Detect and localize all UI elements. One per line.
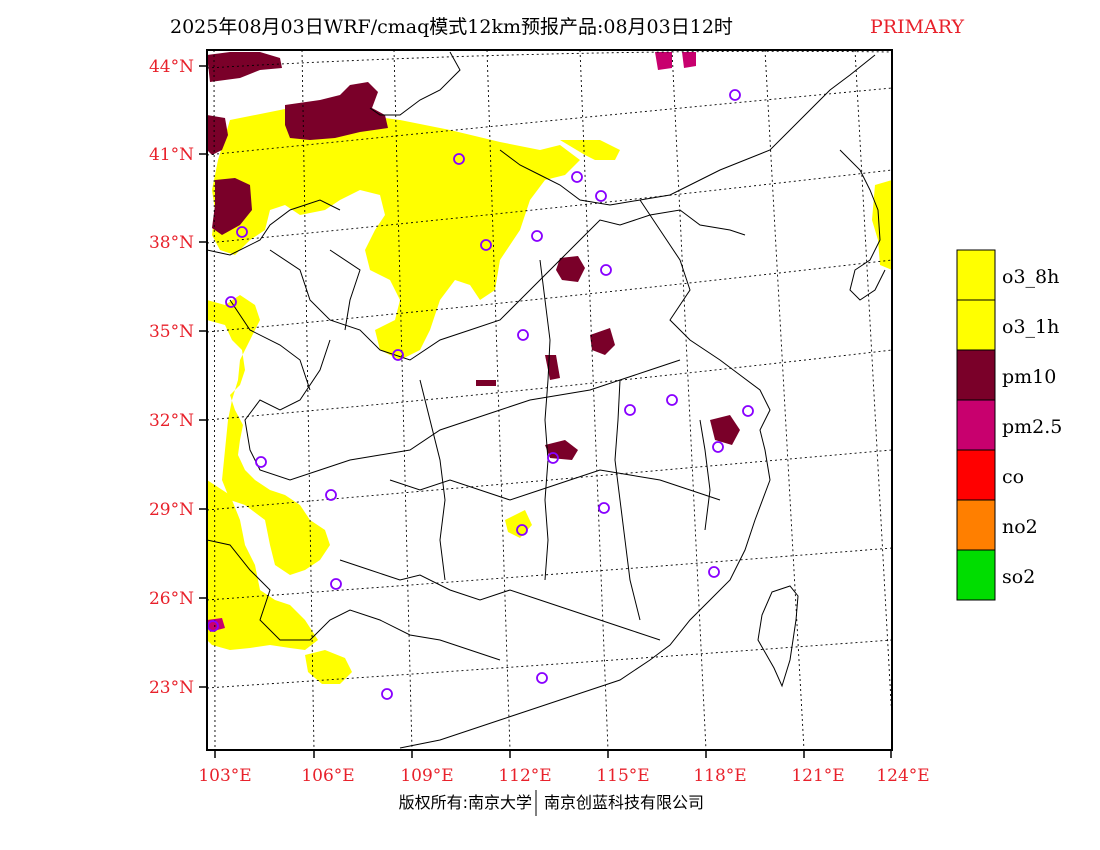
site-marker (453, 153, 465, 165)
legend-swatch-o3-8h (956, 249, 996, 301)
longitude-axis: 103°E 106°E 109°E 112°E 115°E 118°E 121°… (198, 750, 930, 786)
footer-company: 南京创蓝科技有限公司 (544, 793, 704, 812)
legend-swatch-co (956, 449, 996, 501)
pm10-region-central-b (545, 440, 578, 460)
legend-label-no2: no2 (1002, 516, 1038, 538)
site-marker (624, 404, 636, 416)
site-marker (330, 578, 342, 590)
site-marker (255, 456, 267, 468)
site-marker (598, 502, 610, 514)
lon-label-124e: 124°E (876, 766, 929, 786)
graticule (207, 50, 892, 750)
taiwan-outline (757, 585, 799, 688)
pm10-region-north (285, 82, 388, 140)
site-marker (536, 672, 548, 684)
lat-label-26n: 26°N (149, 589, 194, 609)
legend-label-o3-1h: o3_1h (1002, 316, 1059, 338)
site-marker (547, 452, 559, 464)
lat-label-44n: 44°N (149, 57, 194, 77)
province-boundaries (207, 51, 876, 749)
lon-label-118e: 118°E (693, 766, 746, 786)
legend-label-pm10: pm10 (1002, 366, 1056, 388)
monitoring-sites (207, 89, 754, 700)
lat-label-38n: 38°N (149, 233, 194, 253)
legend-swatch-o3-1h (956, 299, 996, 351)
site-marker (480, 239, 492, 251)
legend-swatch-pm25 (956, 399, 996, 451)
site-marker (595, 190, 607, 202)
legend-label-so2: so2 (1002, 566, 1035, 588)
lon-label-103e: 103°E (198, 766, 251, 786)
legend-label-pm25: pm2.5 (1002, 416, 1062, 438)
pm10-region-east-a (590, 328, 615, 355)
lon-label-112e: 112°E (498, 766, 551, 786)
site-marker (729, 89, 741, 101)
site-marker (571, 171, 583, 183)
lat-label-41n: 41°N (149, 145, 194, 165)
site-marker (517, 329, 529, 341)
site-marker (392, 349, 404, 361)
o3-region-southwest (207, 480, 318, 650)
site-marker (600, 264, 612, 276)
o3-region-south (305, 650, 352, 684)
korea-outline (839, 149, 886, 301)
lon-label-121e: 121°E (791, 766, 844, 786)
footer: 版权所有:南京大学 南京创蓝科技有限公司 (399, 790, 704, 816)
site-marker (712, 441, 724, 453)
footer-copyright: 版权所有:南京大学 (399, 793, 532, 812)
lon-label-115e: 115°E (596, 766, 649, 786)
lon-label-109e: 109°E (400, 766, 453, 786)
legend-label-co: co (1002, 466, 1024, 488)
primary-pollutant-tag: PRIMARY (870, 16, 964, 38)
map-frame (206, 49, 893, 751)
legend-swatch-no2 (956, 499, 996, 551)
site-marker (325, 489, 337, 501)
lat-label-35n: 35°N (149, 322, 194, 342)
o3-region-east-edge (872, 180, 892, 270)
pm25-region-north (655, 52, 672, 70)
pm10-region-west-mid (212, 178, 252, 235)
site-marker (531, 230, 543, 242)
lat-label-32n: 32°N (149, 411, 194, 431)
lat-label-23n: 23°N (149, 678, 194, 698)
pm10-region-west (207, 115, 228, 155)
pm10-region-central-a (556, 256, 585, 282)
site-marker (516, 524, 528, 536)
o3-region-central (505, 510, 532, 538)
map-area (207, 50, 892, 750)
pm10-region-east-b (710, 415, 740, 445)
legend-swatch-pm10 (956, 349, 996, 401)
site-marker (381, 688, 393, 700)
o3-region-east-top (560, 140, 620, 160)
site-marker (225, 296, 237, 308)
legend-swatch-so2 (956, 549, 996, 601)
lon-label-106e: 106°E (301, 766, 354, 786)
map-title: 2025年08月03日WRF/cmaq模式12km预报产品:08月03日12时 (170, 16, 733, 38)
pm10-region-east-c (476, 380, 496, 386)
legend: o3_8h o3_1h pm10 pm2.5 co no2 so2 (956, 249, 1062, 601)
pm10-region-northwest-corner (207, 52, 282, 82)
latitude-axis: 44°N 41°N 38°N 35°N 32°N 29°N 26°N 23°N (149, 57, 207, 698)
site-marker (666, 394, 678, 406)
lat-label-29n: 29°N (149, 500, 194, 520)
site-marker (708, 566, 720, 578)
o3-region-west (207, 295, 330, 575)
site-marker (236, 226, 248, 238)
pm25-region-north-b (682, 52, 696, 68)
site-marker (742, 405, 754, 417)
legend-label-o3-8h: o3_8h (1002, 266, 1059, 288)
